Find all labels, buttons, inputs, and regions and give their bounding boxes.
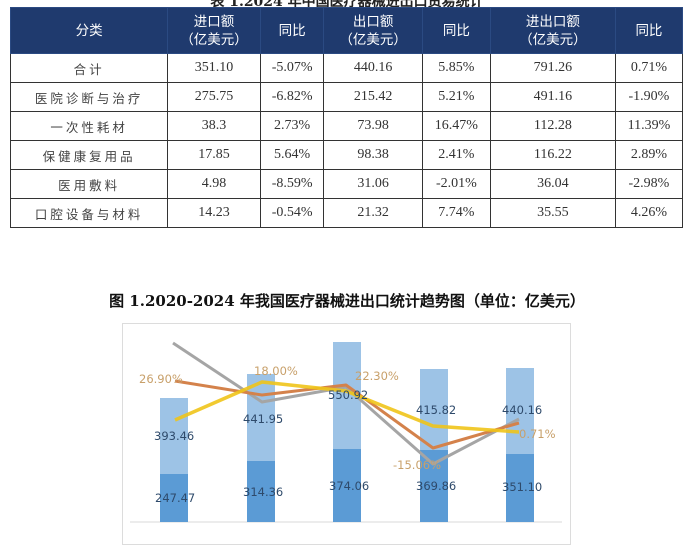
header-import-yoy: 同比 (259, 7, 325, 54)
cell-import-yoy: -5.07% (259, 53, 325, 83)
header-export-yoy: 同比 (421, 7, 491, 54)
line-total-yoy (174, 380, 520, 434)
yoy-label-2022: 22.30% (355, 369, 399, 383)
cell-total-yoy: 2.89% (614, 140, 684, 170)
export-label-2020: 393.46 (154, 429, 194, 443)
export-label-2021: 441.95 (243, 412, 283, 426)
header-export: 出口额 （亿美元） (323, 7, 423, 54)
cell-import: 38.3 (167, 111, 261, 141)
cell-export-yoy: 7.74% (421, 198, 491, 228)
yoy-label-2023: -15.06% (393, 458, 441, 472)
bar-import-2022 (333, 449, 361, 522)
cell-category: 医用敷料 (9, 169, 169, 199)
cell-export-yoy: 16.47% (421, 111, 491, 141)
table-row: 合计 351.10 -5.07% 440.16 5.85% 791.26 0.7… (9, 53, 684, 83)
line-export-yoy (172, 341, 520, 466)
cell-export: 21.32 (323, 198, 423, 228)
export-label-2022: 550.92 (328, 388, 368, 402)
cell-import: 14.23 (167, 198, 261, 228)
header-import: 进口额 （亿美元） (167, 7, 261, 54)
cell-total-yoy: 4.26% (614, 198, 684, 228)
export-label-2023: 415.82 (416, 403, 456, 417)
export-label-2024: 440.16 (502, 403, 542, 417)
cell-export: 440.16 (323, 53, 423, 83)
bar-import-2020 (160, 474, 188, 522)
import-label-2024: 351.10 (502, 480, 542, 494)
cell-total-yoy: 0.71% (614, 53, 684, 83)
yoy-label-2021: 18.00% (254, 364, 298, 378)
cell-category: 医院诊断与治疗 (9, 82, 169, 112)
export-value-labels: 393.46 441.95 550.92 415.82 440.16 (154, 388, 542, 443)
import-label-2021: 314.36 (243, 485, 283, 499)
import-label-2020: 247.47 (155, 491, 195, 505)
bar-export-2024 (506, 368, 534, 454)
table-row: 一次性耗材 38.3 2.73% 73.98 16.47% 112.28 11.… (9, 111, 684, 141)
cell-import: 4.98 (167, 169, 261, 199)
cell-export: 31.06 (323, 169, 423, 199)
trend-chart: 26.90% 18.00% 22.30% -15.06% 0.71% 393.4… (130, 341, 562, 523)
line-import-yoy (174, 379, 520, 450)
bar-import-2021 (247, 461, 275, 522)
bar-export-2020 (160, 398, 188, 474)
bar-import-2024 (506, 454, 534, 522)
header-total: 进出口额 （亿美元） (489, 7, 616, 54)
yoy-label-2024: 0.71% (519, 427, 556, 441)
cell-export-yoy: 5.85% (421, 53, 491, 83)
cell-import-yoy: -8.59% (259, 169, 325, 199)
import-value-labels: 247.47 314.36 374.06 369.86 351.10 (155, 479, 542, 505)
table-row: 口腔设备与材料 14.23 -0.54% 21.32 7.74% 35.55 4… (9, 198, 684, 228)
trade-table: 分类 进口额 （亿美元） 同比 出口额 （亿美元） 同比 进出口额 （亿美元） 同比 … (9, 7, 684, 228)
cell-total: 35.55 (489, 198, 616, 228)
yoy-labels: 26.90% 18.00% 22.30% -15.06% 0.71% (139, 364, 556, 472)
header-total-yoy: 同比 (614, 7, 684, 54)
cell-import: 351.10 (167, 53, 261, 83)
cell-category: 口腔设备与材料 (9, 198, 169, 228)
cell-export-yoy: 5.21% (421, 82, 491, 112)
header-category: 分类 (9, 7, 169, 54)
bar-export-2023 (420, 369, 448, 450)
bar-export-2021 (247, 374, 275, 461)
yoy-label-2020: 26.90% (139, 372, 183, 386)
cell-import: 17.85 (167, 140, 261, 170)
table-header-row: 分类 进口额 （亿美元） 同比 出口额 （亿美元） 同比 进出口额 （亿美元） 同比 (9, 7, 684, 54)
cell-export-yoy: 2.41% (421, 140, 491, 170)
table-caption: 表 1.2024 年中国医疗器械进出口贸易统计 (210, 0, 484, 10)
import-label-2022: 374.06 (329, 479, 369, 493)
cell-import-yoy: -0.54% (259, 198, 325, 228)
figure-title: 图 1.2020-2024 年我国医疗器械进出口统计趋势图（单位：亿美元） (109, 292, 585, 310)
cell-total-yoy: -2.98% (614, 169, 684, 199)
cell-import-yoy: 5.64% (259, 140, 325, 170)
import-label-2023: 369.86 (416, 479, 456, 493)
cell-total-yoy: 11.39% (614, 111, 684, 141)
table-row: 医用敷料 4.98 -8.59% 31.06 -2.01% 36.04 -2.9… (9, 169, 684, 199)
